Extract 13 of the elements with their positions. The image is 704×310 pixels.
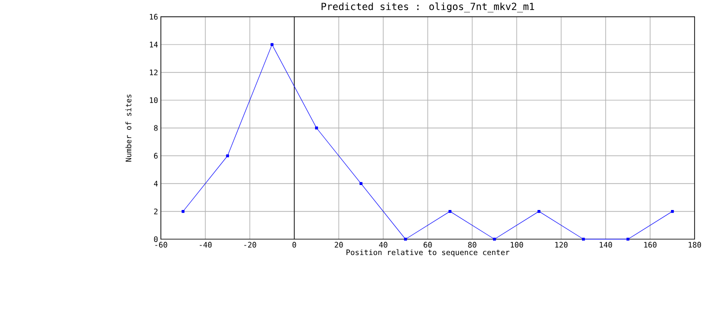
chart-title: Predicted sites : oligos_7nt_mkv2_m1 [322, 2, 534, 12]
point [493, 238, 496, 241]
point [448, 210, 452, 213]
point [182, 210, 184, 213]
point [360, 182, 362, 185]
point [270, 43, 274, 46]
point [404, 238, 407, 241]
point [538, 210, 540, 213]
point [226, 154, 229, 158]
point [626, 238, 630, 241]
point [582, 238, 585, 241]
point [315, 126, 318, 130]
point [670, 210, 674, 213]
